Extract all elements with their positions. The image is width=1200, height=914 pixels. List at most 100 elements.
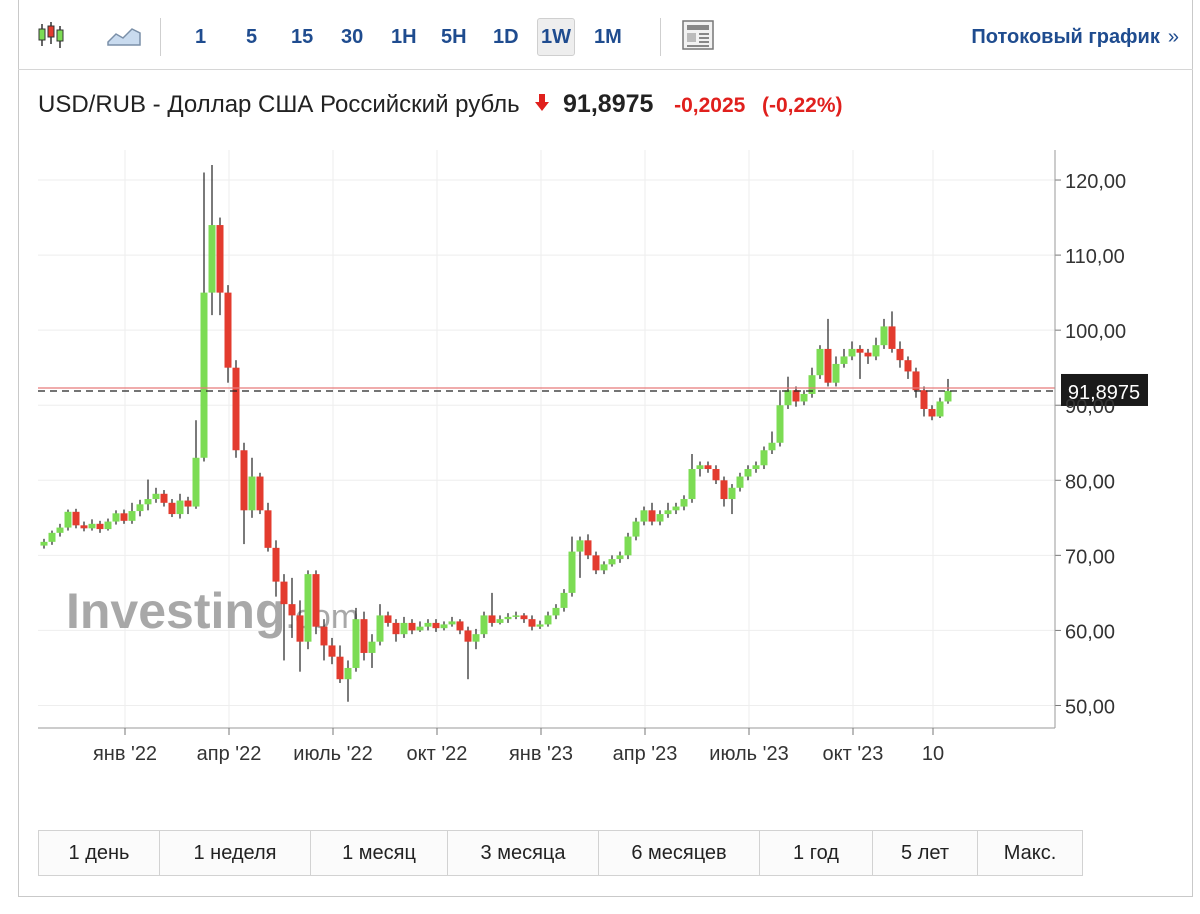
candle-up <box>872 345 880 357</box>
instrument-title: USD/RUB - Доллар США Российский рубль <box>38 91 520 118</box>
candle-down <box>240 450 248 511</box>
candle-up <box>400 622 408 635</box>
period-1-week[interactable]: 1 неделя <box>160 831 311 875</box>
candle-up <box>496 619 504 623</box>
x-axis: янв '22 апр '22 июль '22 окт '22 янв '23 апр … <box>38 727 1055 765</box>
x-tick-label: июль '22 <box>293 743 372 765</box>
candle-down <box>160 493 168 503</box>
period-6-months[interactable]: 6 месяцев <box>599 831 760 875</box>
x-tick-label: апр '22 <box>197 743 262 765</box>
interval-1m[interactable]: 1M <box>594 26 622 48</box>
candle-down <box>720 480 728 500</box>
candle-down <box>856 348 864 353</box>
candle-down <box>456 621 464 631</box>
candle-up <box>208 225 216 293</box>
candle-up <box>416 626 424 631</box>
last-price: 91,8975 <box>563 90 654 118</box>
candle-down <box>360 619 368 653</box>
candle-up <box>248 476 256 511</box>
x-tick-label: янв '22 <box>93 743 157 765</box>
candle-down <box>432 622 440 629</box>
candle-up <box>656 514 664 522</box>
candle-down <box>520 615 528 620</box>
area-chart-icon[interactable] <box>106 19 142 51</box>
candle-up <box>112 513 120 522</box>
toolbar-divider <box>160 18 161 56</box>
candle-down <box>80 525 88 529</box>
candle-up <box>616 555 624 560</box>
candles <box>40 165 952 702</box>
candle-up <box>480 615 488 635</box>
candle-down <box>216 225 224 293</box>
candle-up <box>840 356 848 364</box>
candle-up <box>816 348 824 376</box>
interval-1[interactable]: 1 <box>195 26 207 48</box>
period-1-month[interactable]: 1 месяц <box>311 831 448 875</box>
period-3-months[interactable]: 3 месяца <box>448 831 599 875</box>
candle-up <box>944 390 952 402</box>
interval-1d[interactable]: 1D <box>493 26 519 48</box>
candle-up <box>576 540 584 552</box>
candle-up <box>776 405 784 443</box>
period-1-year[interactable]: 1 год <box>760 831 873 875</box>
watermark-main: Investing <box>66 583 285 639</box>
candle-down <box>336 656 344 680</box>
candle-up <box>440 624 448 629</box>
candle-up <box>808 375 816 394</box>
interval-5[interactable]: 5 <box>246 26 258 48</box>
candle-up <box>768 442 776 451</box>
interval-15[interactable]: 15 <box>291 26 314 48</box>
candle-up <box>800 393 808 402</box>
candle-up <box>344 667 352 680</box>
candle-down <box>712 469 720 481</box>
candle-down <box>320 626 328 646</box>
period-1-day[interactable]: 1 день <box>39 831 160 875</box>
candle-down <box>464 630 472 642</box>
candle-up <box>136 504 144 512</box>
interval-30[interactable]: 30 <box>341 26 364 48</box>
interval-5h[interactable]: 5H <box>441 26 467 48</box>
y-tick-label: 110,00 <box>1065 246 1125 268</box>
candle-down <box>120 513 128 521</box>
candle-down <box>408 622 416 631</box>
candle-down <box>96 523 104 530</box>
candle-down <box>296 615 304 642</box>
candle-down <box>792 390 800 402</box>
x-tick-label: окт '23 <box>823 743 884 765</box>
candle-down <box>904 360 912 372</box>
candle-up <box>304 574 312 642</box>
candle-up <box>128 511 136 521</box>
price-lines: 91,8975 <box>38 373 1148 406</box>
candle-down <box>912 371 920 391</box>
candle-down <box>864 352 872 357</box>
candle-up <box>936 401 944 417</box>
candle-down <box>592 555 600 571</box>
y-tick-label: 80,00 <box>1065 471 1115 493</box>
period-max[interactable]: Макс. <box>978 831 1082 875</box>
x-tick-label: янв '23 <box>509 743 573 765</box>
candle-up <box>536 624 544 627</box>
candle-up <box>760 450 768 466</box>
candle-down <box>256 476 264 511</box>
last-price-label-bg <box>1061 373 1148 406</box>
price-change: -0,2025 <box>674 94 746 117</box>
news-icon[interactable] <box>680 19 716 51</box>
period-selector: 1 день 1 неделя 1 месяц 3 месяца 6 месяц… <box>38 830 1083 876</box>
y-tick-label: 120,00 <box>1065 171 1126 193</box>
candle-up <box>696 465 704 470</box>
candle-down <box>280 581 288 605</box>
chart-grid <box>38 150 1055 728</box>
streaming-chart-link[interactable]: Потоковый график » <box>971 26 1179 49</box>
candle-down <box>384 615 392 623</box>
interval-1h[interactable]: 1H <box>391 26 417 48</box>
interval-1w[interactable]: 1W <box>537 18 575 56</box>
y-tick-label: 60,00 <box>1065 621 1115 643</box>
period-5-years[interactable]: 5 лет <box>873 831 978 875</box>
candle-up <box>56 527 64 533</box>
candle-up <box>352 619 360 668</box>
candle-up <box>880 326 888 346</box>
candlestick-icon[interactable] <box>36 19 66 51</box>
candle-down <box>888 326 896 349</box>
candle-up <box>448 621 456 625</box>
